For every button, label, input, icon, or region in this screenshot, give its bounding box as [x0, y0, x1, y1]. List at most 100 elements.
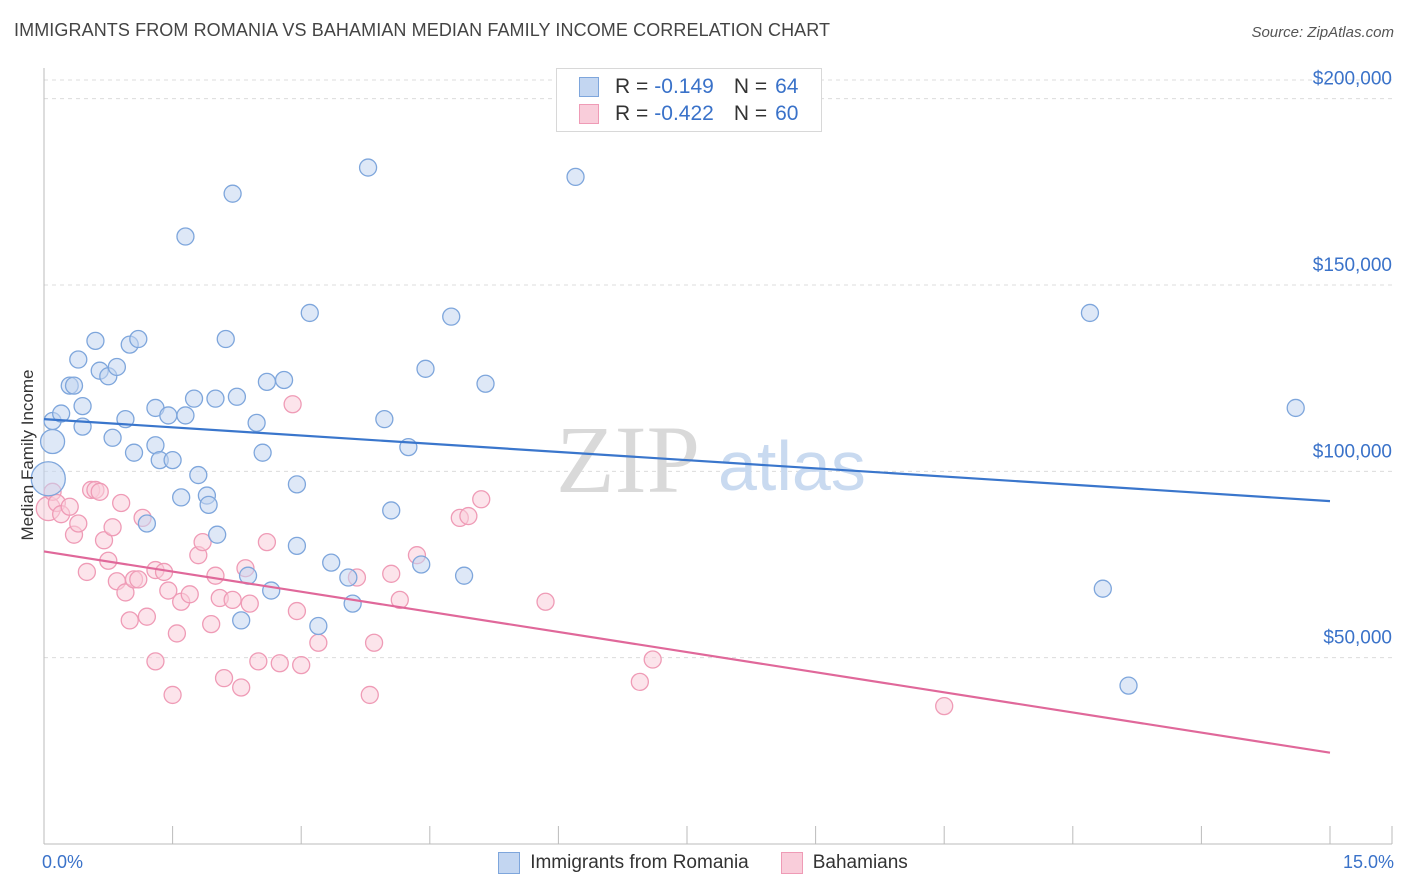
- legend-swatch-pink: [780, 852, 803, 874]
- bahamians-point: [240, 594, 259, 613]
- legend-label-bahamians: Bahamians: [812, 852, 908, 873]
- axes: [43, 68, 1393, 845]
- romania-point: [1080, 303, 1100, 323]
- romania-point: [1119, 676, 1138, 695]
- bahamians-point: [472, 490, 491, 509]
- romania-point: [124, 443, 144, 462]
- romania-point: [412, 555, 431, 574]
- n-value: 60: [775, 102, 799, 125]
- bahamians-point: [120, 611, 139, 630]
- romania-point: [375, 409, 394, 429]
- r-label: R =: [615, 102, 649, 125]
- bahamians-point: [287, 601, 307, 621]
- romania-point: [103, 428, 122, 447]
- romania-point: [1093, 579, 1112, 598]
- romania-point: [107, 357, 127, 377]
- x-tick-min: 0.0%: [42, 852, 84, 872]
- romania-point: [206, 389, 225, 408]
- r-value: -0.422: [654, 102, 714, 125]
- romania-point: [69, 350, 88, 369]
- bahamians-point: [643, 650, 662, 669]
- bahamians-point: [146, 652, 165, 671]
- romania-point: [442, 307, 461, 326]
- bahamians-points: [35, 395, 954, 716]
- bahamians-point: [167, 624, 187, 643]
- bahamians-point: [382, 564, 401, 583]
- y-tick-label: $150,000: [1313, 255, 1392, 276]
- bahamians-point: [77, 562, 97, 582]
- romania-point: [257, 372, 277, 392]
- bahamians-point: [536, 592, 555, 611]
- y-tick-label: $50,000: [1323, 628, 1392, 649]
- bahamians-point: [390, 590, 409, 610]
- romania-trend-line: [43, 418, 1331, 503]
- romania-point: [176, 227, 195, 246]
- bahamians-point: [459, 506, 478, 526]
- legend-swatch-pink: [579, 104, 599, 124]
- legend-label-romania: Immigrants from Romania: [530, 852, 749, 873]
- romania-point: [184, 389, 204, 408]
- y-tick-labels: $50,000 $100,000 $150,000 $200,000: [1313, 69, 1392, 649]
- romania-point: [73, 396, 92, 416]
- romania-point: [137, 514, 157, 533]
- bahamians-point: [193, 532, 212, 552]
- romania-point: [199, 495, 218, 515]
- romania-point: [343, 594, 362, 613]
- legend-row-romania: R = -0.149 N = 64: [579, 75, 798, 99]
- romania-point: [274, 370, 294, 390]
- r-label: R =: [615, 75, 649, 98]
- bahamians-point: [206, 566, 225, 585]
- romania-point: [51, 404, 71, 423]
- bahamians-point: [163, 685, 182, 705]
- n-label: N =: [733, 75, 768, 98]
- romania-point: [30, 461, 66, 497]
- chart-title: IMMIGRANTS FROM ROMANIA VS BAHAMIAN MEDI…: [14, 20, 831, 40]
- romania-point: [86, 331, 105, 351]
- bahamians-point: [232, 678, 251, 697]
- bahamians-point: [257, 532, 277, 552]
- romania-point: [339, 568, 358, 587]
- bahamians-point: [137, 607, 157, 626]
- bahamians-point: [360, 685, 379, 705]
- romania-point: [129, 329, 148, 349]
- bahamians-point: [159, 581, 178, 600]
- bahamians-point: [202, 614, 221, 634]
- romania-point: [382, 501, 401, 520]
- bahamians-point: [129, 570, 148, 589]
- bahamians-point: [270, 654, 289, 673]
- romania-point: [416, 359, 435, 378]
- romania-point: [309, 616, 328, 636]
- series-legend: Immigrants from Romania Bahamians: [0, 852, 1406, 874]
- trend-lines: [43, 418, 1331, 754]
- bahamians-point: [283, 395, 302, 414]
- romania-point: [300, 303, 319, 323]
- legend-swatch-blue: [579, 77, 599, 97]
- y-tick-label: $200,000: [1313, 69, 1392, 90]
- bahamians-point: [90, 482, 109, 501]
- romania-point: [216, 329, 235, 349]
- romania-point: [454, 566, 474, 585]
- romania-point: [208, 525, 227, 544]
- romania-point: [176, 406, 195, 425]
- romania-point: [172, 488, 191, 507]
- x-tick-max: 15.0%: [1342, 852, 1394, 872]
- bahamians-point: [214, 669, 234, 688]
- n-value: 64: [775, 75, 799, 98]
- romania-point: [227, 387, 247, 406]
- y-axis-label: Median Family Income: [18, 369, 37, 541]
- romania-point: [189, 465, 208, 485]
- bahamians-point: [116, 583, 135, 602]
- source-label: Source: ZipAtlas.com: [1251, 24, 1394, 41]
- bahamians-point: [103, 518, 122, 537]
- bahamians-point: [935, 696, 954, 716]
- legend-item-romania[interactable]: Immigrants from Romania: [498, 852, 749, 874]
- bahamians-point: [94, 531, 114, 550]
- bahamians-point: [630, 672, 649, 692]
- bahamians-point: [60, 497, 79, 516]
- bahamians-point: [223, 590, 242, 610]
- romania-point: [566, 167, 585, 187]
- bahamians-point: [69, 514, 88, 533]
- legend-item-bahamians[interactable]: Bahamians: [780, 852, 908, 874]
- correlation-legend: R = -0.149 N = 64 R = -0.422 N = 60: [556, 68, 822, 132]
